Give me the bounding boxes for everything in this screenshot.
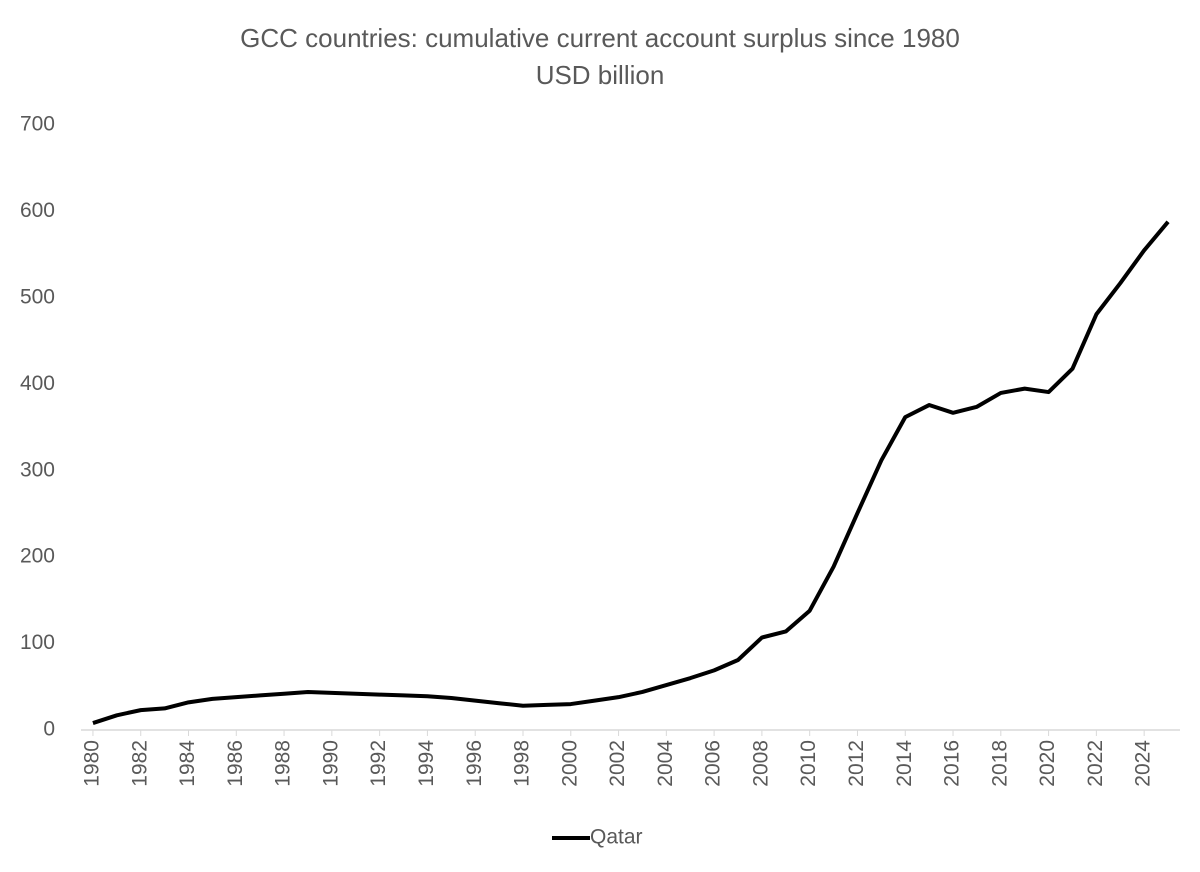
x-tick-label: 2016	[941, 740, 964, 787]
y-tick-label: 700	[20, 113, 55, 136]
y-tick-label: 200	[20, 545, 55, 568]
y-tick-label: 300	[20, 458, 55, 481]
y-tick-label: 600	[20, 199, 55, 222]
x-tick-label: 1988	[272, 740, 295, 787]
x-tick-label: 1986	[224, 740, 247, 787]
x-tick-label: 1982	[128, 740, 151, 787]
x-tick-label: 1994	[415, 740, 438, 787]
x-tick-label: 2008	[749, 740, 772, 787]
data-line	[92, 220, 1170, 725]
chart-title: GCC countries: cumulative current accoun…	[240, 23, 960, 53]
x-tick-label: 2018	[988, 740, 1011, 787]
x-tick-label: 1996	[463, 740, 486, 787]
x-tick-label: 1980	[80, 740, 103, 787]
y-tick-label: 100	[20, 631, 55, 654]
x-tick-label: 2000	[558, 740, 581, 787]
x-tick-label: 2020	[1036, 740, 1059, 787]
x-tick-label: 2022	[1084, 740, 1107, 787]
x-tick-label: 1992	[367, 740, 390, 787]
x-tick-label: 2002	[606, 740, 629, 787]
x-tick-label: 1984	[176, 740, 199, 787]
x-tick-label: 2010	[797, 740, 820, 787]
legend-label: Qatar	[590, 826, 643, 849]
y-tick-label: 500	[20, 285, 55, 308]
x-tick-label: 2012	[845, 740, 868, 787]
y-tick-label: 0	[43, 718, 55, 741]
x-tick-label: 1990	[319, 740, 342, 787]
x-tick-label: 1998	[511, 740, 534, 787]
x-tick-label: 2014	[893, 740, 916, 787]
y-tick-label: 400	[20, 372, 55, 395]
chart-subtitle: USD billion	[536, 60, 665, 90]
x-tick-label: 2006	[702, 740, 725, 787]
x-tick-label: 2024	[1132, 740, 1155, 787]
x-tick-label: 2004	[654, 740, 677, 787]
